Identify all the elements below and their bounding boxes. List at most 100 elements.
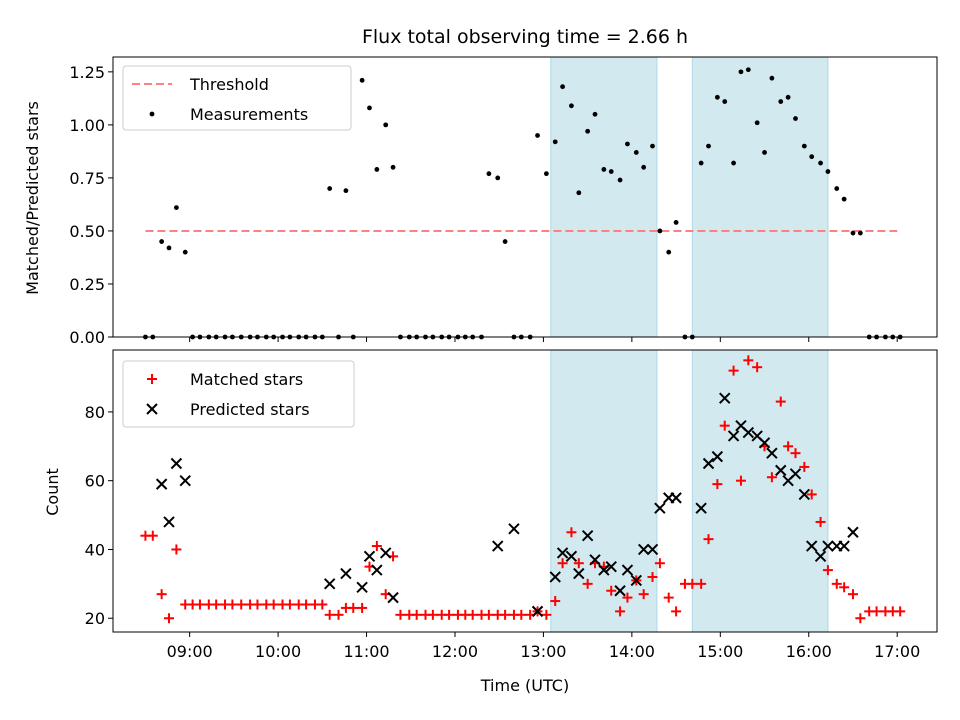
measurement-point <box>698 160 704 166</box>
predicted-star-point <box>847 526 859 538</box>
measurement-point <box>359 77 365 83</box>
y-tick-label: 80 <box>85 403 105 422</box>
top-y-axis-ticks: 0.00 0.25 0.50 0.75 1.00 1.25 <box>69 63 113 347</box>
matched-star-point <box>411 609 422 620</box>
predicted-star-point <box>492 540 504 552</box>
matched-star-point <box>483 609 494 620</box>
x-tick-label: 16:00 <box>786 642 832 661</box>
predicted-star-point <box>605 560 617 573</box>
matched-star-point <box>775 396 786 407</box>
measurement-point <box>818 160 823 166</box>
measurement-point <box>552 139 558 145</box>
measurement-point <box>625 141 630 147</box>
matched-star-point <box>317 599 328 610</box>
predicted-star-point <box>531 605 544 618</box>
y-tick-label: 0.00 <box>69 328 105 347</box>
measurement-point <box>722 99 728 104</box>
matched-star-point <box>444 609 455 620</box>
predicted-star-point <box>758 437 771 449</box>
predicted-star-point <box>742 426 755 439</box>
matched-star-point <box>622 592 633 603</box>
measurement-point <box>390 164 396 170</box>
matched-star-point <box>582 578 593 589</box>
predicted-star-point <box>340 567 352 580</box>
matched-star-point <box>467 609 478 620</box>
predicted-star-point <box>508 523 520 535</box>
matched-star-point <box>236 599 247 610</box>
top-chart-title: Flux total observing time = 2.66 h <box>362 26 688 48</box>
measurement-point <box>809 154 815 160</box>
y-tick-label: 20 <box>85 609 105 628</box>
predicted-star-point <box>556 547 569 559</box>
matched-star-point <box>371 541 382 552</box>
matched-star-point <box>573 558 584 569</box>
matched-star-point <box>606 585 617 596</box>
legend-entry: Threshold <box>132 75 269 94</box>
measurement-point <box>495 175 501 181</box>
measurement-point <box>166 245 172 251</box>
measurement-point <box>801 143 807 149</box>
measurement-point <box>850 230 856 236</box>
matched-star-point <box>348 602 359 613</box>
measurement-point <box>159 239 165 244</box>
shaded-interval <box>550 56 658 338</box>
matched-star-point <box>550 596 561 607</box>
predicted-star-point <box>814 550 827 563</box>
matched-star-point <box>822 565 833 576</box>
predicted-star-point <box>614 585 626 597</box>
matched-star-point <box>815 516 826 527</box>
measurement-point <box>535 133 540 138</box>
predicted-star-point <box>549 571 561 583</box>
shaded-interval <box>550 349 658 633</box>
matched-star-point <box>847 589 858 600</box>
predicted-star-point <box>387 591 399 604</box>
measurement-point <box>569 103 574 109</box>
bottom-panel: 20 40 60 80 09:00 10:00 11:00 12:00 13:00 14:00 1… <box>43 349 938 695</box>
predicted-star-point <box>573 567 585 580</box>
matched-star-point <box>703 534 714 545</box>
x-tick-label: 11:00 <box>343 642 389 661</box>
measurement-point <box>343 188 349 194</box>
measurement-point <box>173 205 179 211</box>
matched-star-point <box>671 606 682 617</box>
top-x-axis-ticks <box>189 337 898 342</box>
y-tick-label: 1.25 <box>69 63 105 82</box>
predicted-star-point <box>798 488 811 501</box>
measurement-point <box>706 143 711 149</box>
matched-star-point <box>831 578 842 589</box>
matched-star-point <box>719 420 730 431</box>
legend-measurement-swatch <box>149 111 155 117</box>
top-shaded-regions <box>550 56 829 338</box>
predicted-star-point <box>155 478 168 490</box>
measurement-point <box>731 160 736 166</box>
legend-box <box>122 360 355 428</box>
matched-star-point <box>333 609 344 620</box>
predicted-star-point <box>805 540 818 552</box>
predicted-star-point <box>323 578 336 590</box>
y-tick-label: 60 <box>85 472 105 491</box>
measurement-point <box>834 186 840 191</box>
matched-star-point <box>324 609 335 620</box>
measurement-point <box>657 228 663 234</box>
shaded-interval <box>691 349 829 633</box>
x-tick-label: 15:00 <box>697 642 743 661</box>
matched-star-point <box>790 448 801 459</box>
matched-star-point <box>654 558 665 569</box>
predicted-star-point <box>565 550 578 563</box>
legend-label: Predicted stars <box>190 400 310 419</box>
predicted-star-point <box>727 430 740 442</box>
predicted-star-point <box>637 543 650 556</box>
predicted-star-point <box>621 564 634 576</box>
bottom-count-points <box>140 355 906 624</box>
matched-star-point <box>252 599 263 610</box>
bottom-x-axis-label: Time (UTC) <box>480 676 569 695</box>
measurement-point <box>673 220 679 225</box>
matched-star-point <box>687 578 698 589</box>
matched-star-point <box>147 530 158 541</box>
measurement-point <box>785 94 791 100</box>
predicted-star-point <box>589 554 601 566</box>
measurement-point <box>182 249 188 255</box>
measurement-point <box>608 169 614 174</box>
matched-star-point <box>638 589 649 600</box>
predicted-star-point <box>789 468 802 480</box>
